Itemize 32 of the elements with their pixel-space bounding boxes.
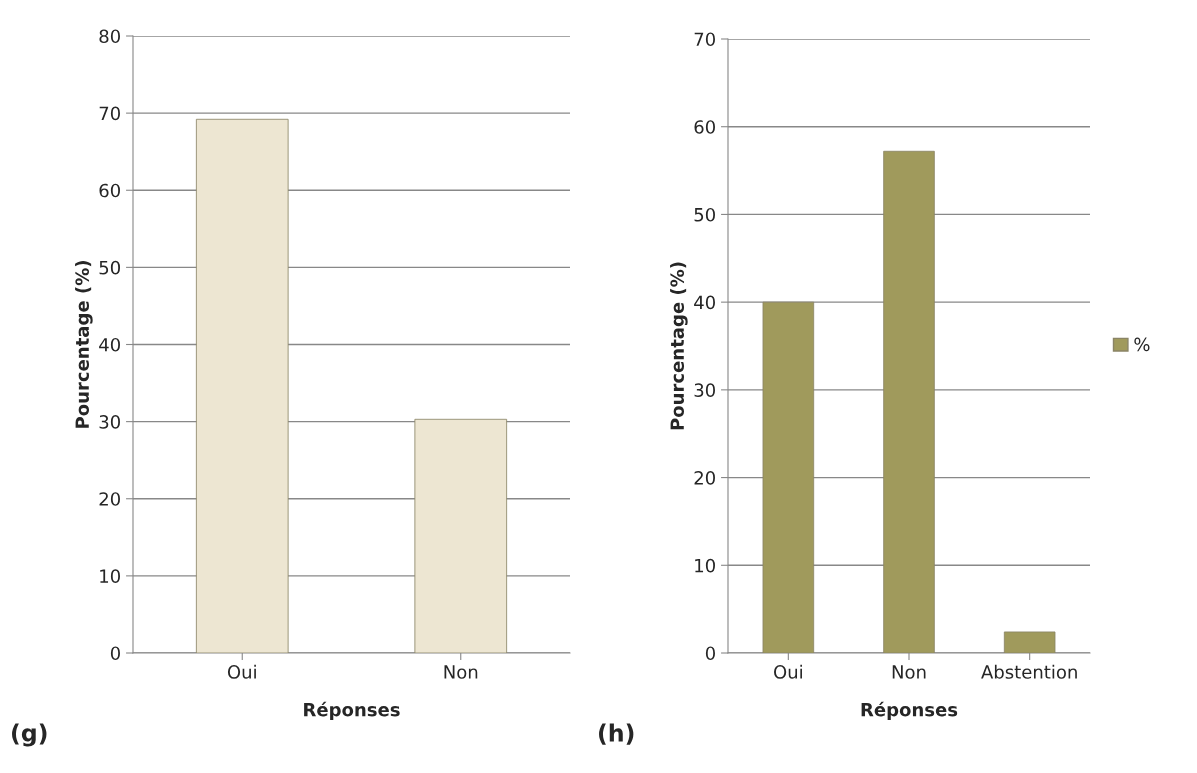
y-tick-label: 20: [99, 492, 120, 506]
y-tick-label: 60: [694, 120, 715, 134]
legend-label: %: [1134, 337, 1150, 352]
x-axis-title: Réponses: [861, 701, 958, 720]
y-tick-label: 0: [705, 646, 715, 661]
y-tick-label: 20: [694, 471, 715, 485]
y-tick-label: 40: [694, 295, 715, 310]
y-axis-title: Pourcentage (%): [670, 262, 688, 430]
y-tick-label: 10: [100, 569, 120, 583]
y-tick-label: 70: [694, 32, 715, 47]
bar: [762, 301, 815, 653]
x-axis-title: Réponses: [304, 701, 400, 720]
x-tick-label: Non: [892, 665, 926, 679]
y-tick-label: 30: [694, 383, 715, 397]
x-tick-label: Oui: [227, 664, 256, 679]
x-tick-label: Abstention: [981, 664, 1077, 679]
y-tick-label: 50: [694, 207, 715, 222]
bar: [1003, 631, 1056, 653]
y-axis-title: Pourcentage (%): [75, 261, 93, 428]
y-tick-label: 80: [99, 29, 120, 44]
y-tick-label: 50: [99, 260, 120, 275]
text: (h): [599, 723, 634, 745]
text: (g): [12, 723, 47, 747]
y-tick-label: 10: [695, 558, 715, 573]
y-tick-label: 30: [99, 415, 120, 429]
x-tick-label: Oui: [774, 664, 802, 679]
bar: [883, 150, 935, 653]
y-tick-label: 40: [99, 337, 120, 352]
y-tick-label: 0: [110, 646, 120, 661]
x-tick-label: Non: [444, 665, 478, 679]
y-tick-label: 70: [99, 106, 120, 121]
y-tick-label: 60: [99, 183, 120, 198]
